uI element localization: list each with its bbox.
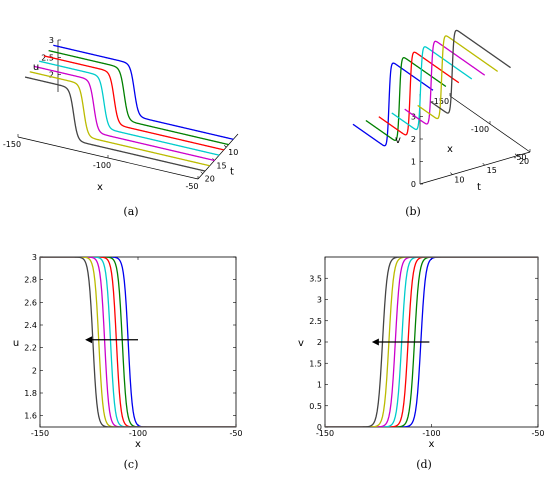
t-axis-line xyxy=(419,151,531,185)
series-line-5 xyxy=(404,40,486,125)
series-line-1 xyxy=(53,44,234,140)
x-tick-label: -50 xyxy=(185,182,198,191)
series-line-6 xyxy=(417,35,499,120)
t-tick-mark xyxy=(482,162,485,166)
z-tick-label: 2 xyxy=(49,71,54,80)
x-tick-label: -150 xyxy=(31,429,49,438)
shift-arrow-head xyxy=(85,336,93,344)
z-tick-label: 3 xyxy=(49,36,54,45)
x-tick-label: -50 xyxy=(229,429,242,438)
y-axis-label: v xyxy=(298,338,304,349)
panel-caption: (b) xyxy=(405,205,421,218)
x-tick-label: -100 xyxy=(129,429,147,438)
y-tick-label: 2.8 xyxy=(24,276,37,285)
t-tick-label: 10 xyxy=(228,148,238,157)
t-axis-label: t xyxy=(230,167,234,178)
z-axis-label: v xyxy=(395,135,401,146)
y-tick-label: 1.5 xyxy=(309,359,322,368)
series-group xyxy=(325,257,538,427)
series-line-3 xyxy=(378,51,460,136)
series-line-7 xyxy=(325,257,538,427)
x-axis-label: x xyxy=(97,182,103,193)
x-axis-label: x xyxy=(447,144,453,155)
t-tick-label: 15 xyxy=(487,166,497,175)
x-tick-label: -100 xyxy=(422,429,440,438)
z-tick-label: 2 xyxy=(411,135,416,144)
y-tick-label: 1.6 xyxy=(24,412,37,421)
y-tick-label: 3.5 xyxy=(309,274,322,283)
z-axis-label: u xyxy=(33,62,39,73)
x-tick-label: -150 xyxy=(316,429,334,438)
y-tick-label: 2.2 xyxy=(24,344,37,353)
plot-frame xyxy=(39,256,237,428)
panel-c-u-profiles: -150 -100 -50 1.6 1.8 2 2.2 2.4 2.6 2.8 3 x u (c) xyxy=(13,253,243,471)
x-tick-label: -100 xyxy=(93,161,111,170)
series-line-1 xyxy=(325,257,538,427)
panel-caption: (c) xyxy=(124,458,139,471)
t-tick-mark xyxy=(224,145,227,148)
plot-frame xyxy=(324,256,539,428)
panel-caption: (a) xyxy=(123,205,138,218)
y-axis-label: u xyxy=(13,338,19,349)
y-tick-label: 3 xyxy=(317,296,322,305)
t-tick-label: 10 xyxy=(454,176,464,185)
t-tick-mark xyxy=(200,171,203,174)
series-line-7 xyxy=(430,29,511,114)
series-line-2 xyxy=(365,57,447,141)
series-line-7 xyxy=(40,257,236,427)
series-line-2 xyxy=(48,49,229,146)
x-axis-label: x xyxy=(135,439,141,450)
y-tick-label: 0.5 xyxy=(309,402,322,411)
series-line-4 xyxy=(391,46,473,131)
x-axis-label: x xyxy=(429,439,435,450)
z-tick-label: 2.5 xyxy=(41,53,54,62)
series-group xyxy=(40,257,236,427)
x-tick-label: -150 xyxy=(3,140,21,149)
y-tick-label: 1 xyxy=(317,381,322,390)
y-tick-label: 2 xyxy=(317,338,322,347)
series-line-6 xyxy=(29,71,210,167)
y-tick-label: 2.5 xyxy=(309,317,322,326)
t-tick-label: 15 xyxy=(216,161,226,170)
series-line-3 xyxy=(43,55,225,151)
y-tick-label: 2 xyxy=(32,366,37,375)
panel-caption: (d) xyxy=(416,458,432,471)
y-tick-label: 1.8 xyxy=(24,389,37,398)
series-line-5 xyxy=(34,65,215,162)
x-tick-label: -50 xyxy=(531,429,544,438)
z-tick-label: 3 xyxy=(411,113,416,122)
shift-arrow-head xyxy=(371,338,379,346)
t-tick-mark xyxy=(514,153,518,156)
y-tick-label: 2.4 xyxy=(24,321,37,330)
x-tick-label: -50 xyxy=(513,153,526,162)
series-line-7 xyxy=(24,76,206,172)
z-tick-label: 1 xyxy=(411,158,416,167)
t-tick-mark xyxy=(450,172,453,175)
series-line-4 xyxy=(39,60,220,156)
z-tick-label: 0 xyxy=(411,180,416,189)
y-tick-label: 3 xyxy=(32,253,37,262)
panel-d-v-profiles: -150 -100 -50 0 0.5 1 1.5 2 2.5 3 3.5 x v (d) xyxy=(298,256,545,471)
t-axis-label: t xyxy=(477,182,481,193)
y-tick-label: 2.6 xyxy=(24,298,37,307)
t-tick-label: 20 xyxy=(519,157,529,166)
y-tick-label: 0 xyxy=(317,423,322,432)
series-line-1 xyxy=(352,62,434,147)
series-line-1 xyxy=(40,257,236,427)
t-tick-label: 20 xyxy=(205,175,215,184)
x-tick-label: -100 xyxy=(471,125,489,134)
